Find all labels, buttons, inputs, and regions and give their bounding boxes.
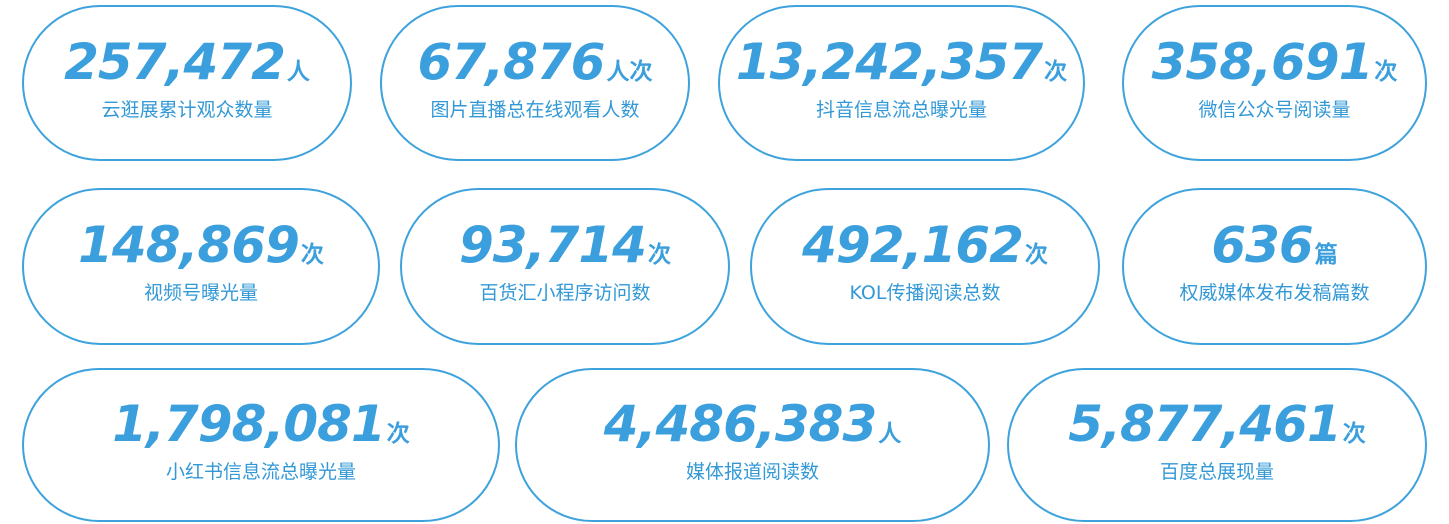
stat-card: 13,242,357 次抖音信息流总曝光量 [718,5,1085,161]
stat-card: 4,486,383 人媒体报道阅读数 [515,368,990,522]
stat-value: 4,486,383 [603,394,878,453]
stat-label: 小红书信息流总曝光量 [165,460,356,483]
stat-value: 1,798,081 [112,394,386,453]
stat-card: 358,691 次微信公众号阅读量 [1122,5,1427,161]
stat-value-line: 636 篇 [1211,220,1337,270]
stat-value-line: 93,714 次 [459,220,671,270]
stat-card: 636 篇权威媒体发布发稿篇数 [1122,188,1427,345]
stat-unit: 人次 [606,58,653,85]
stat-value: 358,691 [1151,32,1374,91]
stat-unit: 次 [1342,420,1366,447]
stat-card: 1,798,081 次小红书信息流总曝光量 [22,368,500,522]
stat-label: 权威媒体发布发稿篇数 [1179,282,1370,304]
stat-card: 492,162 次 KOL传播阅读总数 [750,188,1100,345]
stat-unit: 次 [300,242,324,268]
stat-value-line: 5,877,461 次 [1068,399,1366,449]
stat-value: 5,877,461 [1068,394,1342,453]
stat-card: 93,714 次百货汇小程序访问数 [400,188,730,345]
stat-value: 67,876 [417,32,606,91]
stat-value-line: 358,691 次 [1152,37,1398,87]
stat-card: 67,876 人次图片直播总在线观看人数 [380,5,690,161]
stat-value: 93,714 [459,216,647,274]
stat-unit: 次 [647,242,671,268]
stat-card: 148,869 次视频号曝光量 [22,188,380,345]
stat-label: 抖音信息流总曝光量 [815,98,987,121]
stat-value: 13,242,357 [735,32,1043,91]
stat-label: KOL传播阅读总数 [849,282,1001,304]
stat-card: 257,472 人云逛展累计观众数量 [22,5,352,161]
stat-unit: 次 [1024,242,1048,268]
stat-label: 百货汇小程序访问数 [479,282,651,304]
stat-value: 492,162 [802,216,1024,274]
stat-unit: 人 [286,58,310,85]
stat-unit: 次 [1374,58,1398,85]
stat-value-line: 67,876 人次 [418,37,653,87]
stat-unit: 次 [386,420,410,447]
stat-value-line: 4,486,383 人 [604,399,902,449]
stat-label: 云逛展累计观众数量 [101,98,273,121]
stat-label: 百度总展现量 [1159,460,1274,483]
stat-unit: 篇 [1314,242,1338,268]
stat-label: 微信公众号阅读量 [1198,98,1351,121]
stat-value: 636 [1211,216,1313,274]
stat-unit: 次 [1044,58,1068,85]
stat-value-line: 257,472 人 [64,37,310,87]
stat-value: 148,869 [78,216,300,274]
stat-label: 视频号曝光量 [143,282,258,304]
stat-label: 媒体报道阅读数 [685,460,819,483]
stat-card: 5,877,461 次百度总展现量 [1007,368,1427,522]
stat-unit: 人 [878,420,902,447]
stat-value: 257,472 [64,32,286,91]
stat-value-line: 492,162 次 [802,220,1048,270]
stat-label: 图片直播总在线观看人数 [430,98,640,121]
stat-value-line: 13,242,357 次 [736,37,1067,87]
stat-value-line: 1,798,081 次 [112,399,410,449]
stat-value-line: 148,869 次 [78,220,324,270]
